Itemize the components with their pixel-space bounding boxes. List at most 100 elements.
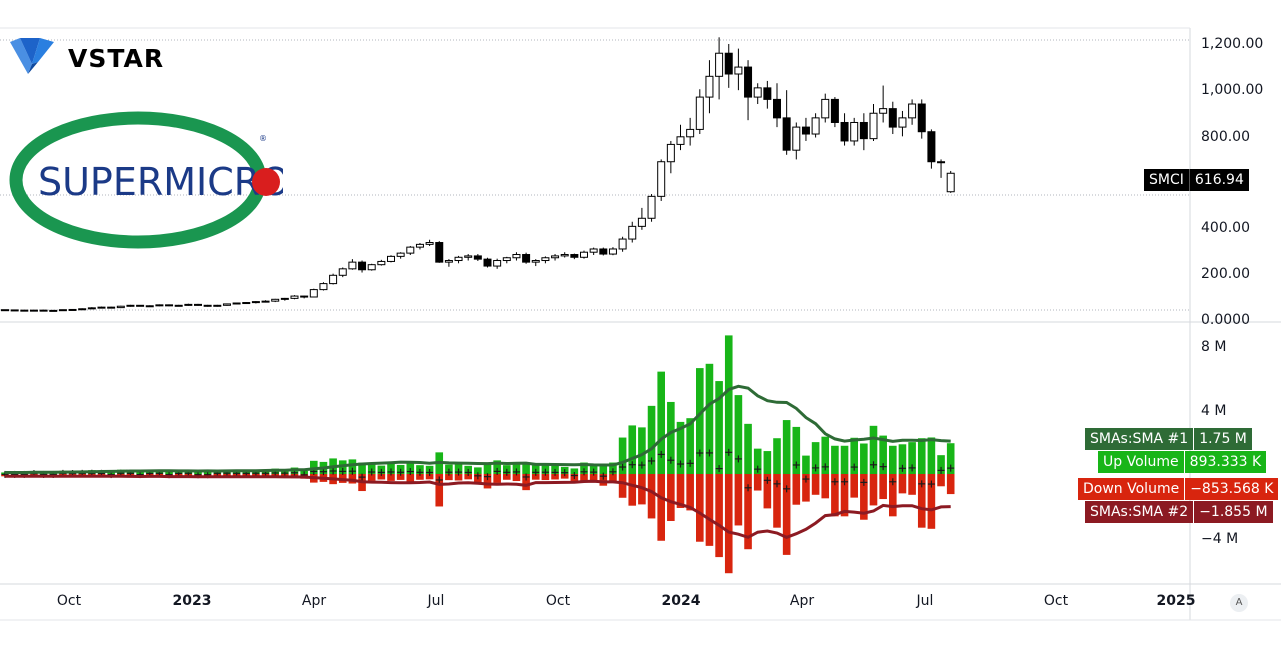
candle-body (435, 242, 444, 263)
candle-body (464, 255, 473, 258)
up-volume-bar (753, 448, 762, 474)
up-volume-bar (715, 381, 723, 474)
down-volume-bar (522, 474, 530, 491)
down-volume-bar (657, 474, 665, 541)
down-volume-bar (599, 474, 608, 486)
down-volume-bar (773, 474, 781, 528)
x-label-oct-2024: Oct (1043, 593, 1069, 609)
down-volume-bar (869, 474, 878, 506)
candle-body (261, 300, 270, 303)
price-tick-0: 0.0000 (1201, 312, 1250, 328)
down-volume-bar (512, 474, 521, 482)
up-volume-bar (946, 443, 955, 474)
x-label-apr-2023: Apr (301, 593, 327, 609)
candle-body (232, 302, 241, 305)
candle-body (425, 242, 434, 245)
candle-body (522, 254, 531, 263)
up-volume-bar (474, 467, 482, 474)
candle-body (830, 98, 839, 123)
up-volume-bar (821, 436, 830, 474)
up-volume-bar (638, 427, 646, 474)
x-label-jul-2024: Jul (916, 593, 934, 609)
candle-body (319, 283, 328, 291)
up-volume-bar (773, 438, 781, 474)
svg-text:®: ® (259, 134, 267, 143)
candle-body (724, 52, 733, 75)
up-volume-bar (831, 445, 839, 474)
candle-body (917, 103, 926, 133)
candle-body (811, 117, 820, 135)
up-volume-bar (869, 425, 878, 474)
candle-body (859, 121, 868, 140)
candle-body (329, 274, 338, 285)
candle-body (695, 96, 704, 130)
candle-body (1, 309, 9, 312)
candle-body (473, 255, 482, 260)
up-volume-bar (927, 437, 936, 474)
candle-body (78, 308, 87, 311)
down-volume-bar (580, 474, 588, 482)
down-volume-bar (831, 474, 839, 517)
down-volume-bar (753, 474, 762, 491)
price-tick-1200: 1,200.00 (1201, 36, 1264, 52)
sma1-line (5, 384, 951, 474)
candle-body (647, 195, 656, 219)
logo-text: SUPERMICRO (38, 160, 283, 204)
candle-body (174, 304, 183, 307)
down-volume-bar (898, 474, 907, 494)
candle-body (657, 161, 666, 197)
candle-body (898, 117, 907, 128)
down-volume-bar (705, 474, 714, 546)
down-volume-bar (811, 474, 820, 495)
down-volume-bar (425, 474, 434, 480)
candle-body (493, 260, 502, 267)
candle-body (618, 238, 627, 250)
sma1-tag: SMAs:SMA #1 1.75 M (1085, 428, 1252, 450)
down-volume-bar (618, 474, 627, 498)
candle-body (608, 248, 617, 255)
down-volume-bar (802, 474, 810, 502)
candle-body (290, 295, 299, 299)
price-tick-1000: 1,000.00 (1201, 82, 1264, 98)
up-volume-bar (628, 425, 637, 474)
candle-body (97, 306, 106, 309)
price-tick-200: 200.00 (1201, 266, 1250, 282)
up-volume-tag: Up Volume 893.333 K (1098, 451, 1267, 473)
candle-body (782, 117, 791, 151)
auto-scale-button[interactable]: A (1230, 594, 1248, 612)
up-volume-bar (358, 462, 366, 474)
candle-body (801, 126, 810, 135)
candle-body (580, 251, 588, 258)
candle-body (29, 309, 38, 312)
up-volume-bar (580, 462, 588, 474)
candle-body (49, 309, 58, 312)
candle-body (753, 87, 762, 98)
candle-body (387, 255, 395, 262)
up-volume-bar (908, 442, 916, 474)
candle-body (512, 254, 521, 259)
candle-body (937, 161, 946, 164)
candle-body (686, 128, 695, 138)
candle-body (338, 268, 347, 276)
candle-body (744, 66, 753, 98)
candle-body (908, 103, 917, 119)
candle-body (280, 297, 289, 300)
volume-tick-4m: 4 M (1201, 403, 1227, 419)
up-volume-bar (860, 443, 868, 474)
candle-body (676, 136, 685, 145)
down-volume-bar (917, 474, 926, 528)
down-volume-bar (348, 474, 357, 484)
candle-body (840, 121, 849, 142)
down-volume-bar (734, 474, 743, 526)
down-volume-bar (860, 474, 868, 520)
down-volume-bar (387, 474, 395, 481)
down-volume-bar (676, 474, 685, 508)
down-volume-bar (821, 474, 830, 499)
candle-body (377, 260, 386, 266)
up-volume-bar (879, 435, 887, 474)
candle-body (560, 254, 569, 257)
down-volume-bar (782, 474, 791, 555)
price-tick-800: 800.00 (1201, 129, 1250, 145)
